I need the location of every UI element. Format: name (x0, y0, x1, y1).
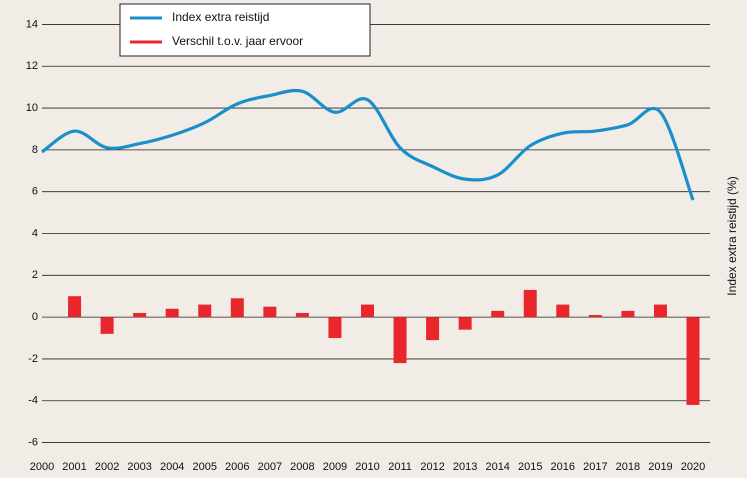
y-tick-label: -2 (28, 353, 38, 365)
bar (686, 317, 700, 405)
x-tick-label: 2010 (355, 461, 379, 473)
x-tick-label: 2003 (127, 461, 151, 473)
bar (133, 312, 147, 318)
y-tick-label: 2 (32, 269, 38, 281)
x-tick-label: 2019 (648, 461, 672, 473)
bar (426, 317, 440, 341)
bar (295, 312, 309, 318)
bar (653, 304, 667, 318)
line (41, 88, 695, 201)
y-tick-label: 12 (26, 60, 38, 72)
legend-box (119, 3, 371, 57)
y-axis-label: Index extra reistijd (%) (725, 176, 739, 295)
x-tick-label: 2005 (193, 461, 217, 473)
y-tick-label: -6 (28, 436, 38, 448)
y-tick-label: 4 (32, 227, 38, 239)
x-tick-label: 2012 (420, 461, 444, 473)
x-tick-label: 2004 (160, 461, 184, 473)
x-tick-label: 2001 (62, 461, 86, 473)
x-tick-label: 2017 (583, 461, 607, 473)
x-tick-label: 2002 (95, 461, 119, 473)
x-tick-label: 2000 (30, 461, 54, 473)
bar (230, 298, 244, 318)
bar (165, 308, 179, 318)
bar (621, 310, 635, 318)
x-tick-label: 2014 (485, 461, 509, 473)
bar (393, 317, 407, 364)
legend-label: Index extra reistijd (172, 10, 269, 24)
bar (556, 304, 570, 318)
bar (523, 289, 537, 318)
x-tick-label: 2013 (453, 461, 477, 473)
bar (491, 310, 505, 318)
x-tick-label: 2018 (616, 461, 640, 473)
x-tick-label: 2011 (388, 461, 412, 473)
y-tick-label: 0 (32, 311, 38, 323)
x-tick-label: 2006 (225, 461, 249, 473)
x-tick-label: 2009 (323, 461, 347, 473)
x-tick-label: 2015 (518, 461, 542, 473)
x-tick-label: 2020 (681, 461, 705, 473)
bar (361, 304, 374, 318)
x-tick-label: 2016 (551, 461, 575, 473)
bar (328, 317, 342, 339)
bar (198, 304, 212, 318)
y-tick-label: 10 (26, 102, 38, 114)
bar (263, 306, 277, 318)
bar (458, 317, 472, 330)
x-tick-label: 2007 (258, 461, 282, 473)
bar (100, 317, 114, 334)
bar (588, 315, 602, 318)
x-tick-label: 2008 (290, 461, 314, 473)
y-tick-label: 6 (32, 186, 38, 198)
bar (68, 296, 82, 318)
legend-label: Verschil t.o.v. jaar ervoor (172, 34, 303, 48)
y-tick-label: 14 (26, 18, 38, 30)
y-tick-label: -4 (28, 395, 38, 407)
y-tick-label: 8 (32, 144, 38, 156)
